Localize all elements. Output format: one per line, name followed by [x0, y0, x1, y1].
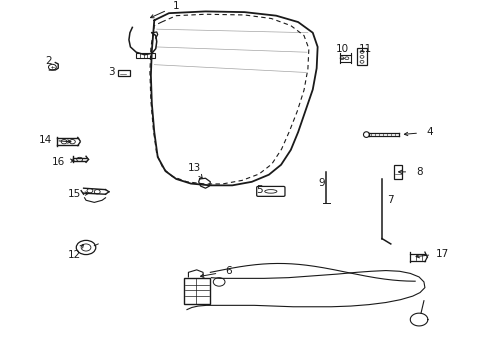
Bar [183, 278, 210, 304]
Text: 11: 11 [358, 44, 371, 54]
Bar [118, 69, 130, 76]
Text: 6: 6 [225, 266, 232, 276]
Text: 13: 13 [188, 163, 201, 173]
Text: 4: 4 [426, 127, 432, 137]
Text: 5: 5 [255, 185, 262, 195]
Text: 8: 8 [415, 167, 422, 177]
Text: 3: 3 [108, 67, 115, 77]
Text: 1: 1 [173, 1, 179, 11]
Text: 9: 9 [318, 177, 324, 188]
Text: 12: 12 [68, 249, 81, 260]
Bar [393, 166, 402, 179]
Text: 7: 7 [386, 195, 393, 205]
Text: 14: 14 [39, 135, 52, 145]
Text: 15: 15 [68, 189, 81, 199]
Text: 2: 2 [45, 56, 52, 66]
Text: 17: 17 [434, 248, 447, 258]
Bar [136, 53, 155, 58]
Bar [356, 48, 366, 66]
Text: 10: 10 [335, 44, 348, 54]
Text: 16: 16 [52, 157, 65, 167]
